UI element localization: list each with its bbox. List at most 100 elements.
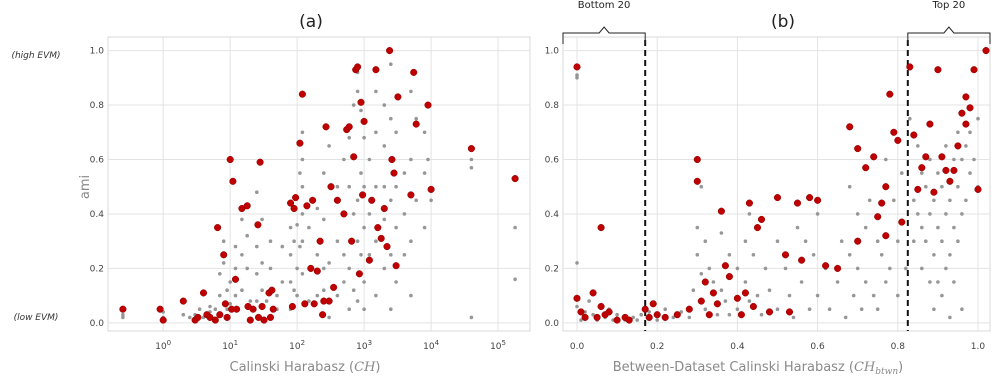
panel-a-grey-point — [288, 225, 293, 230]
panel-b-grey-point — [775, 307, 780, 312]
panel-b-red-point — [938, 153, 946, 161]
panel-b-red-point — [757, 215, 766, 223]
panel-a-grey-point — [402, 212, 407, 216]
panel-a-red-point — [246, 316, 254, 324]
panel-a-red-point — [319, 311, 327, 319]
panel-b-grey-point — [855, 212, 860, 216]
panel-a-red-point — [256, 158, 264, 166]
panel-b-x-tick-label: 0.6 — [810, 342, 825, 352]
panel-b-grey-point — [912, 239, 916, 243]
panel-a-title: (a) — [299, 12, 323, 32]
panel-b-red-point — [862, 164, 870, 172]
panel-b-grey-point — [751, 253, 756, 257]
panel-b-grey-point — [783, 266, 788, 271]
panel-a-red-point — [359, 191, 367, 199]
panel-b-grey-point — [791, 315, 796, 320]
panel-b-red-point — [593, 313, 601, 321]
panel-a-grey-point — [121, 312, 125, 317]
panel-a-grey-point — [469, 157, 474, 162]
panel-a-grey-point — [240, 217, 244, 222]
panel-a-grey-point — [335, 239, 340, 243]
panel-b-grey-point — [912, 198, 916, 203]
panel-a-grey-point — [315, 253, 320, 257]
panel-a-grey-point — [362, 135, 366, 140]
panel-b-grey-point — [715, 312, 720, 317]
panel-b-grey-point — [759, 312, 764, 317]
panel-a-red-point — [223, 313, 231, 321]
panel-a-red-point — [325, 297, 333, 305]
panel-a-grey-point — [389, 116, 393, 121]
panel-a-red-point — [303, 202, 311, 210]
panel-b-grey-point — [763, 266, 768, 271]
panel-a-x-tick-label: 101 — [222, 339, 238, 352]
panel-b-grey-point — [575, 76, 579, 80]
panel-b-grey-point — [811, 253, 816, 257]
panel-b-grey-point — [928, 280, 932, 284]
panel-a-red-point — [372, 66, 380, 74]
panel-a-red-point — [194, 313, 202, 321]
panel-b-red-point — [573, 63, 581, 71]
panel-a-grey-point — [327, 315, 331, 320]
panel-a-red-point — [412, 120, 420, 128]
panel-b-red-point — [982, 47, 990, 55]
panel-b-y-tick-label: 0.6 — [545, 156, 560, 166]
panel-b-red-point — [749, 302, 757, 311]
panel-b-red-point — [597, 302, 605, 311]
panel-b-red-point — [693, 155, 701, 164]
panel-b-grey-point — [719, 288, 724, 293]
panel-a-grey-point — [197, 307, 202, 312]
panel-a-grey-point — [240, 288, 244, 293]
panel-a-x-tick-label: 103 — [356, 339, 372, 352]
panel-b-grey-point — [767, 288, 772, 293]
panel-b-red-point — [806, 194, 814, 202]
panel-a-red-point — [365, 256, 373, 264]
panel-b-red-point — [958, 109, 966, 117]
panel-a-grey-point — [218, 293, 222, 298]
panel-b-red-point — [882, 183, 890, 191]
panel-a-grey-point — [355, 299, 360, 303]
bracket-bottom-20 — [562, 26, 646, 44]
panel-a-grey-point — [351, 288, 356, 293]
panel-b-grey-point — [916, 144, 920, 148]
panel-b-grey-point — [803, 239, 808, 243]
panel-a-grey-point — [469, 315, 474, 320]
panel-b-red-point — [589, 289, 597, 297]
panel-a-grey-point — [382, 217, 387, 222]
panel-a-grey-point — [362, 184, 366, 189]
panel-b-red-point — [846, 123, 854, 131]
panel-a-grey-point — [359, 171, 363, 175]
panel-a-grey-point — [213, 307, 218, 312]
panel-b-red-point — [765, 308, 774, 316]
panel-b-x-axis-label: Between-Dataset Calinski Harabasz (CHbtw… — [613, 360, 904, 377]
panel-b-grey-point — [863, 225, 868, 230]
panel-a-red-point — [322, 123, 330, 131]
panel-a-red-point — [410, 68, 418, 76]
panel-b-grey-point — [932, 198, 936, 203]
panel-b-grey-point — [691, 288, 696, 293]
panel-b-grey-point — [663, 307, 667, 312]
panel-a-grey-point — [233, 244, 238, 249]
panel-b-red-point — [737, 311, 745, 319]
panel-b-grey-point — [587, 299, 591, 303]
panel-a-red-point — [260, 316, 268, 324]
panel-b-red-point — [834, 264, 842, 272]
panel-b-red-point — [894, 136, 902, 144]
panel-b-y-tick-label: 0.8 — [545, 101, 560, 111]
panel-a-grey-point — [260, 288, 264, 293]
panel-a-red-point — [288, 302, 296, 311]
panel-a-red-point — [388, 155, 396, 164]
panel-a-grey-point — [254, 272, 259, 276]
panel-b-red-point — [685, 305, 693, 313]
panel-b-y-tick-label: 0.4 — [545, 210, 560, 220]
panel-a-red-point — [392, 262, 400, 270]
panel-a-grey-point — [342, 157, 346, 162]
panel-b-grey-point — [815, 293, 820, 298]
panel-a-grey-point — [288, 280, 293, 284]
panel-b-grey-point — [916, 212, 920, 216]
panel-a-red-point — [220, 251, 228, 259]
panel-b-red-point — [882, 232, 890, 240]
panel-b-grey-point — [932, 253, 936, 257]
panel-b-red-point — [914, 185, 922, 193]
panel-b-grey-point — [743, 239, 748, 243]
panel-b-grey-point — [615, 312, 619, 317]
